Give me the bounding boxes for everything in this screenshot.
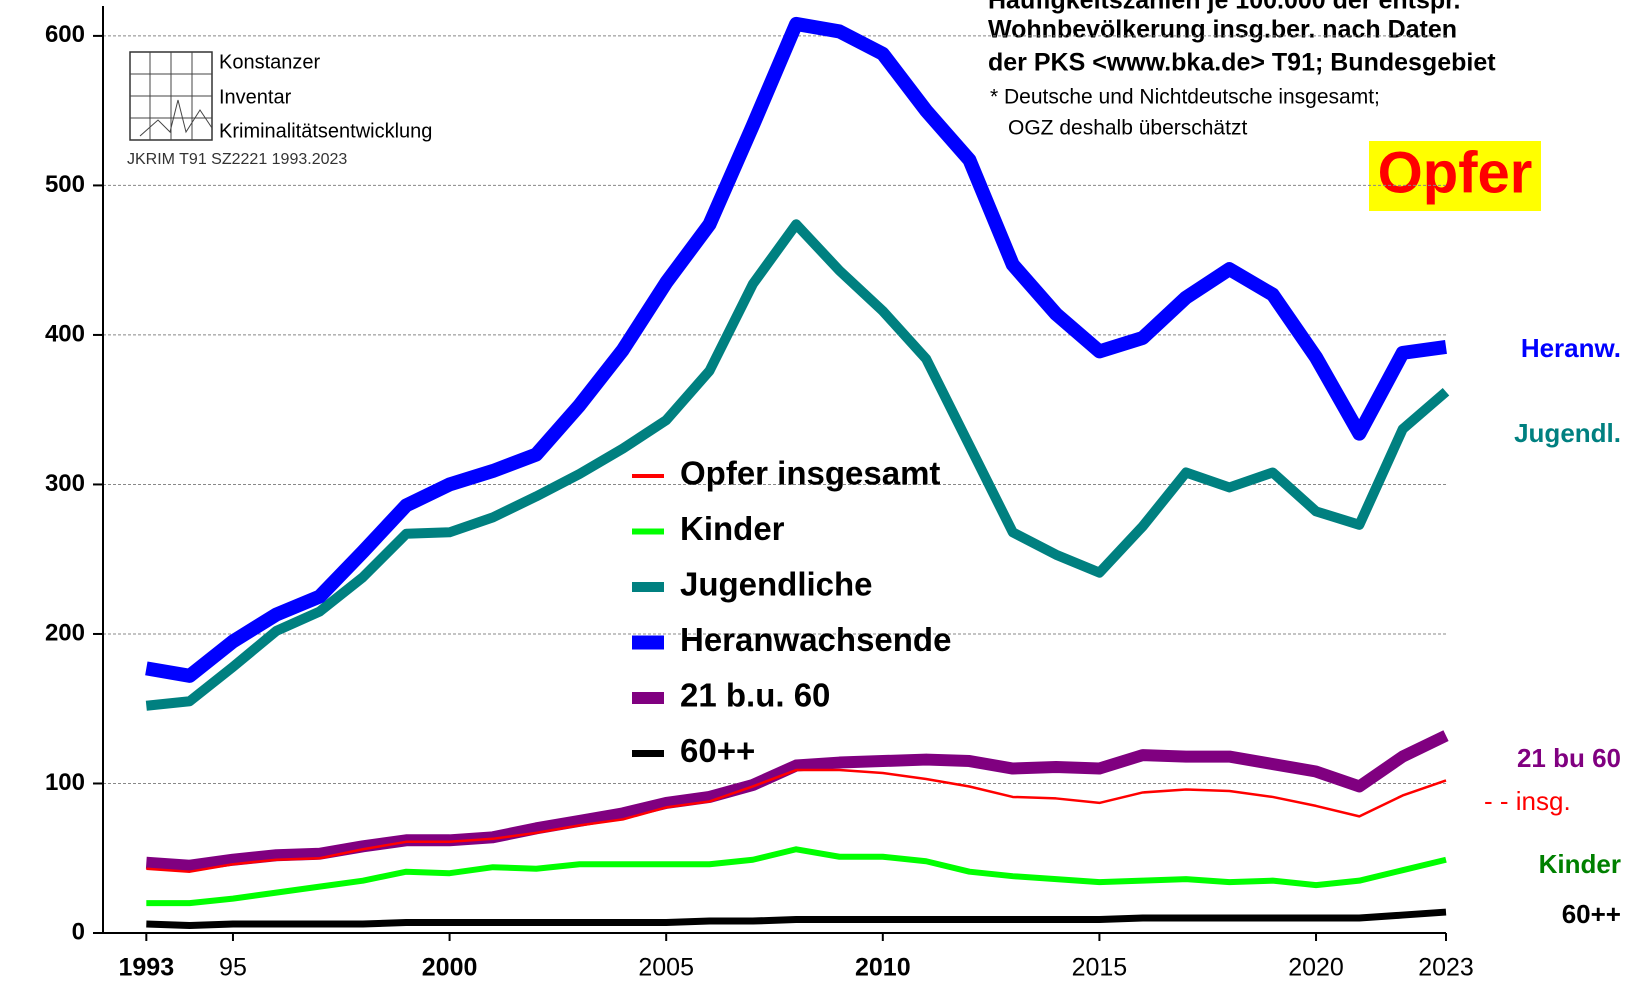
series-line [145,730,1449,872]
logo-grid [130,52,213,140]
legend-label: Jugendliche [680,566,873,603]
series-line [145,16,1447,683]
x-tick-label: 95 [219,954,247,982]
legend-label: Opfer insgesamt [680,455,940,492]
header: Häufigkeitszahlen je 100.000 der entspr. [988,0,1460,15]
footnote: OGZ deshalb überschätzt [1008,117,1247,140]
end-label: 21 bu 60 [1517,743,1621,773]
footnote: * Deutsche und Nichtdeutsche insgesamt; [990,86,1380,109]
series-line [146,908,1447,930]
y-tick-label: 0 [72,918,85,945]
y-tick-label: 200 [45,619,85,646]
end-label: Kinder [1539,849,1621,879]
end-label: Jugendl. [1514,418,1621,448]
x-tick-label: 2010 [855,954,911,982]
y-tick-label: 300 [45,470,85,497]
logo [129,51,213,141]
x-tick-label: 1993 [119,954,175,982]
x-tick-label: 2000 [422,954,478,982]
end-label: 60++ [1562,899,1621,929]
logo-text: Kriminalitätsentwicklung [219,120,432,142]
end-label: - - insg. [1484,786,1571,816]
x-tick-label: 2015 [1072,954,1128,982]
y-tick-label: 600 [45,21,85,48]
x-tick-label: 2023 [1418,954,1474,982]
y-tick-label: 400 [45,320,85,347]
chart-title: Opfer [1378,140,1533,205]
legend-label: 60++ [680,732,755,769]
logo-text: Konstanzer [219,51,321,73]
end-label: Heranw. [1521,333,1621,363]
header: der PKS <www.bka.de> T91; Bundesgebiet [988,49,1496,77]
x-tick-label: 2020 [1288,954,1344,982]
series-line [145,219,1450,711]
title-highlight [1369,141,1541,211]
x-tick-label: 2005 [638,954,694,982]
y-tick-label: 500 [45,171,85,198]
legend-label: Heranwachsende [680,621,951,658]
series-line [146,768,1447,873]
logo-text: Inventar [219,86,292,108]
legend-label: 21 b.u. 60 [680,677,830,714]
header: Wohnbevölkerung insg.ber. nach Daten [988,16,1457,44]
legend-label: Kinder [680,510,785,547]
series-line [146,846,1447,907]
y-tick-label: 100 [45,769,85,796]
logo-code: JKRIM T91 SZ2221 1993.2023 [127,151,347,168]
